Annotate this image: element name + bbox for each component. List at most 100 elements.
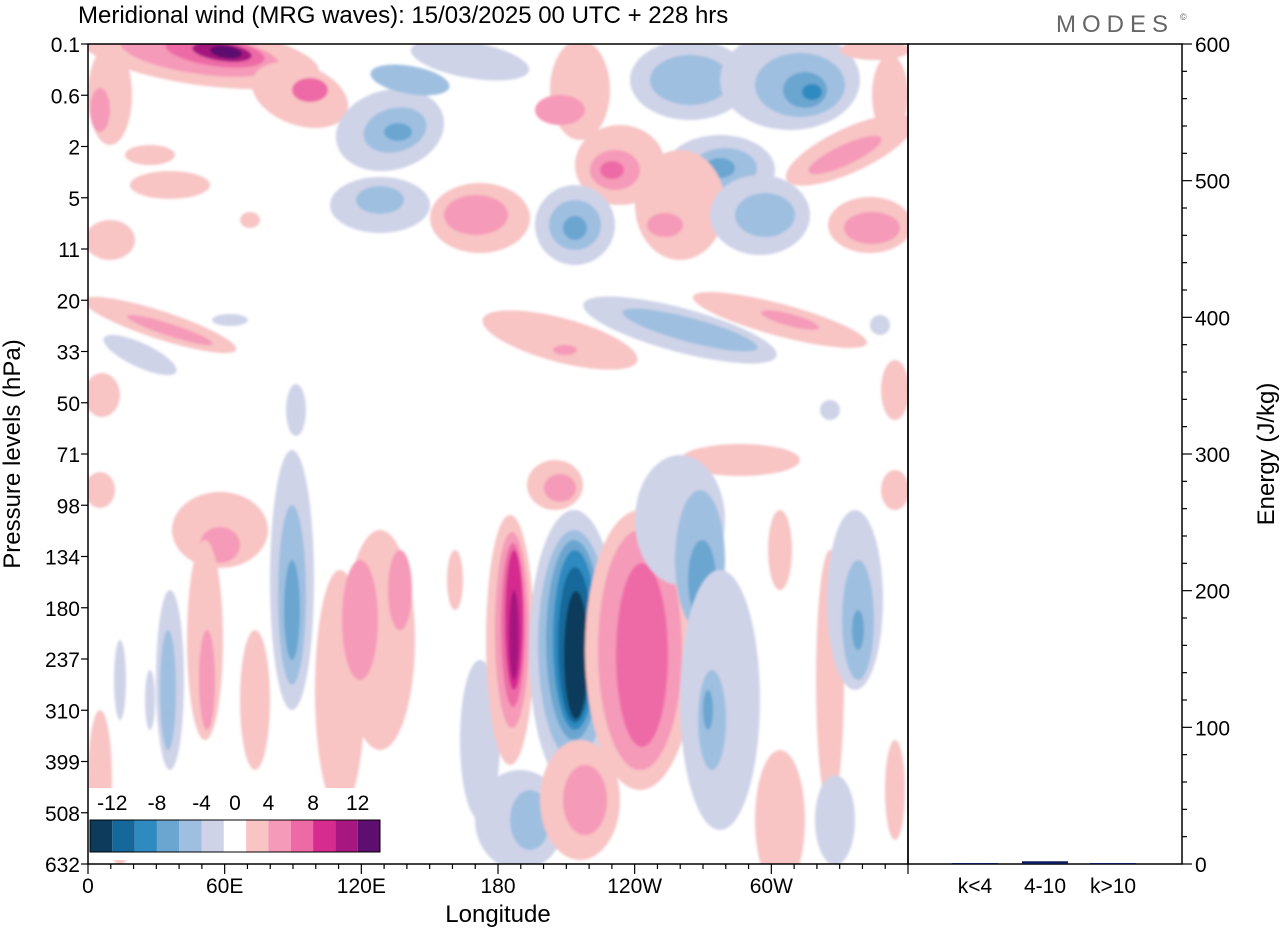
positive-wind-contour — [635, 150, 725, 260]
positive-wind-contour — [600, 161, 624, 179]
y-tick-label: 399 — [45, 752, 80, 775]
brand-logo: MODES — [1056, 11, 1174, 38]
colorbar-swatch — [268, 820, 291, 852]
positive-wind-contour — [388, 550, 412, 630]
negative-wind-contour — [284, 560, 300, 660]
negative-wind-contour — [802, 84, 822, 100]
positive-wind-contour — [680, 444, 800, 476]
brand-mark: © — [1180, 12, 1187, 22]
positive-wind-contour — [885, 740, 905, 840]
positive-wind-contour — [647, 213, 683, 237]
x-tick-label: 180 — [480, 875, 515, 898]
y-tick-label: 2 — [68, 137, 80, 160]
negative-wind-contour — [852, 610, 864, 650]
colorbar-swatch — [156, 820, 180, 852]
energy-axis-label: Energy (J/kg) — [1253, 383, 1280, 526]
positive-wind-contour — [88, 220, 135, 260]
positive-wind-contour — [90, 88, 110, 132]
y-tick-label: 33 — [57, 342, 80, 365]
positive-wind-contour — [240, 212, 260, 228]
energy-tick-label: 600 — [1195, 34, 1230, 57]
y-tick-label: 0.6 — [51, 85, 80, 108]
negative-wind-contour — [563, 216, 587, 240]
negative-wind-contour — [370, 64, 450, 96]
positive-wind-contour — [616, 563, 668, 747]
positive-wind-contour — [535, 95, 585, 125]
negative-wind-contour — [212, 314, 248, 326]
colorbar-swatch — [313, 820, 336, 852]
colorbar-swatch — [357, 820, 380, 852]
colorbar-label: 12 — [346, 792, 369, 815]
positive-wind-contour — [563, 765, 607, 835]
energy-category-label: k>10 — [1090, 875, 1136, 898]
energy-bars — [952, 861, 1136, 864]
energy-tick-label: 200 — [1195, 581, 1230, 604]
colorbar: -12 -8 -4 0 4 8 12 — [86, 788, 384, 860]
colorbar-swatch — [90, 820, 113, 852]
y-axis-label: Pressure levels (hPa) — [0, 339, 26, 568]
negative-wind-contour — [510, 790, 550, 850]
energy-category-label: 4-10 — [1024, 875, 1066, 898]
positive-wind-contour — [88, 472, 115, 508]
chart-title: Meridional wind (MRG waves): 15/03/2025 … — [78, 2, 728, 29]
positive-wind-contour — [881, 470, 908, 510]
colorbar-label: 8 — [307, 792, 319, 815]
y-tick-label: 237 — [45, 649, 80, 672]
negative-wind-contour — [286, 384, 306, 436]
y-tick-label: 98 — [57, 495, 80, 518]
positive-wind-contour — [553, 345, 577, 355]
energy-tick-label: 0 — [1195, 854, 1207, 877]
colorbar-swatch — [134, 820, 157, 852]
colorbar-swatch — [112, 820, 135, 852]
main-plot: -12 -8 -4 0 4 8 12 0.10.6251120335071981341802… — [0, 34, 909, 928]
y-tick-label: 508 — [45, 803, 80, 826]
energy-panel-frame — [907, 43, 1183, 865]
positive-wind-contour — [210, 45, 242, 59]
energy-category-label: k<4 — [958, 875, 993, 898]
energy-tick-label: 300 — [1195, 444, 1230, 467]
negative-wind-contour — [564, 591, 588, 719]
negative-wind-contour — [160, 630, 176, 750]
negative-wind-contour — [703, 690, 713, 730]
y-tick-label: 632 — [45, 854, 80, 877]
wavenumber-axis: k<4 4-10 k>10 — [958, 875, 1136, 898]
negative-wind-contour — [145, 670, 155, 730]
colorbar-label: -4 — [192, 792, 211, 815]
positive-wind-contour — [840, 44, 908, 60]
colorbar-frame — [89, 819, 381, 853]
positive-wind-contour — [755, 750, 805, 864]
y-tick-label: 134 — [45, 547, 80, 570]
colorbar-swatch — [246, 820, 269, 852]
colorbar-swatch — [223, 820, 247, 852]
positive-wind-contour — [444, 195, 508, 235]
negative-wind-contour — [870, 315, 890, 335]
y-tick-label: 50 — [57, 393, 80, 416]
contour-field — [88, 44, 908, 864]
y-tick-label: 11 — [58, 239, 80, 262]
x-tick-label: 60W — [750, 875, 793, 898]
positive-wind-contour — [550, 44, 610, 140]
positive-wind-contour — [127, 314, 213, 346]
energy-bar — [1022, 861, 1068, 864]
positive-wind-contour — [342, 560, 378, 680]
colorbar-swatch — [290, 820, 314, 852]
negative-wind-contour — [650, 55, 730, 105]
positive-wind-contour — [447, 550, 463, 610]
pressure-axis: 0.1 0.6 2 5 11 20 33 50 71 98 134 180 237 310 399 508 63… — [45, 34, 88, 877]
y-tick-label: 0.1 — [51, 34, 80, 57]
positive-wind-contour — [240, 630, 270, 770]
colorbar-swatch — [201, 820, 224, 852]
energy-bar — [1090, 863, 1136, 864]
positive-wind-contour — [881, 360, 908, 420]
y-tick-label: 20 — [57, 290, 80, 313]
colorbar-label: -8 — [148, 792, 167, 815]
x-tick-label: 120E — [337, 875, 386, 898]
energy-tick-label: 100 — [1195, 717, 1230, 740]
y-tick-label: 71 — [57, 444, 80, 467]
negative-wind-contour — [735, 193, 795, 237]
positive-wind-contour — [544, 474, 576, 502]
negative-wind-contour — [820, 400, 840, 420]
y-tick-label: 310 — [45, 700, 80, 723]
energy-axis: 0 100 200 300 400 500 600 — [1182, 34, 1230, 877]
